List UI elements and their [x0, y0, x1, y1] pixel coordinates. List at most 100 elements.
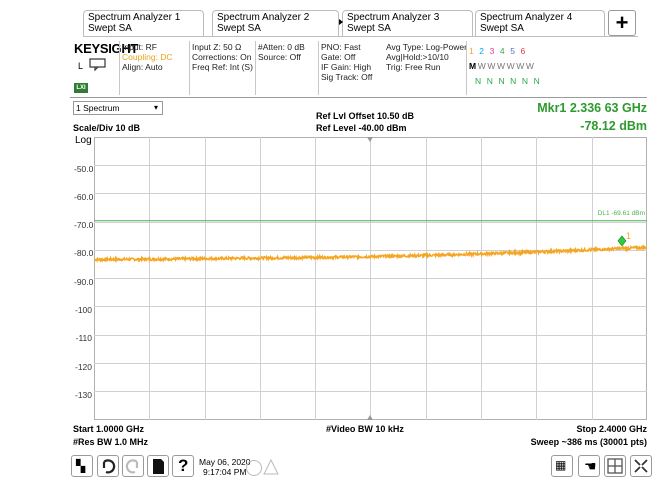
info-bar-divider [70, 97, 647, 98]
trace-detector: N [498, 76, 507, 86]
scale-div-label: Scale/Div 10 dB [73, 123, 141, 133]
windows-start-button[interactable]: ▚ [71, 455, 93, 477]
marker-frequency: Mkr1 2.336 63 GHz [537, 101, 647, 115]
input-settings[interactable]: Input: RF Coupling: DC Align: Auto [122, 42, 173, 94]
keypad-icon: ▦ [555, 458, 567, 472]
info-divider [189, 41, 190, 95]
local-indicator-icon: L [78, 61, 84, 71]
info-divider [318, 41, 319, 95]
trace-numbers-row: 1 2 3 4 5 6 [469, 44, 559, 59]
video-bw: #Video BW 10 kHz [326, 424, 404, 434]
marker-amplitude: -78.12 dBm [580, 119, 647, 133]
atten-setting: #Atten: 0 dB [258, 42, 305, 52]
sweep-settings[interactable]: PNO: Fast Gate: Off IF Gain: High Sig Tr… [321, 42, 372, 94]
trace-1-line [94, 243, 647, 263]
sig-track-setting: Sig Track: Off [321, 72, 373, 82]
input-setting: Input: RF [122, 42, 157, 52]
grid-line [260, 137, 261, 420]
tab-subtitle: Swept SA [347, 23, 391, 34]
freq-ref-setting: Freq Ref: Int (S) [192, 62, 253, 72]
source-setting: Source: Off [258, 52, 301, 62]
coupling-setting: Coupling: DC [122, 52, 173, 62]
avg-type-setting: Avg Type: Log-Power [386, 42, 467, 52]
redo-button[interactable] [122, 455, 144, 477]
fullscreen-icon [634, 459, 648, 473]
trigger-setting: Trig: Free Run [386, 62, 441, 72]
avg-settings[interactable]: Avg Type: Log-Power Avg|Hold:>10/10 Trig… [386, 42, 467, 94]
keypad-button[interactable]: ▦ [551, 455, 573, 477]
trace-number: 2 [479, 46, 486, 56]
trace-detector: N [510, 76, 518, 86]
active-tab-arrow-icon [339, 19, 343, 25]
circle-status-icon [246, 460, 262, 476]
trace-number: 6 [520, 46, 527, 56]
system-date: May 06, 2020 [199, 457, 251, 467]
ref-offset-label: Ref Lvl Offset 10.50 dB [316, 111, 415, 121]
remote-message-icon[interactable] [89, 58, 106, 72]
undo-button[interactable] [97, 455, 119, 477]
trace-detector: N [533, 76, 542, 86]
grid-line [149, 137, 150, 420]
system-time: 9:17:04 PM [203, 467, 247, 477]
atten-settings[interactable]: #Atten: 0 dB Source: Off [258, 42, 305, 94]
y-tick-label: -50.0 [74, 164, 94, 174]
grid-line [592, 137, 593, 420]
trace-number: 3 [489, 46, 496, 56]
stop-frequency: Stop 2.4000 GHz [576, 424, 647, 434]
tab-title: Spectrum Analyzer 3 [347, 12, 440, 23]
trace-number: 1 [469, 46, 476, 56]
y-tick-label: -120 [74, 362, 92, 372]
grid-line [481, 137, 482, 420]
file-button[interactable] [147, 455, 169, 477]
tab-title: Spectrum Analyzer 2 [217, 12, 310, 23]
tab-subtitle: Swept SA [217, 23, 261, 34]
tab-spectrum-analyzer-4[interactable]: Spectrum Analyzer 4 Swept SA [475, 10, 605, 36]
full-screen-button[interactable] [630, 455, 652, 477]
brand-logo: KEYSIGHT [74, 41, 139, 56]
start-frequency: Start 1.0000 GHz [73, 424, 145, 434]
touch-hand-icon: ☚ [584, 458, 597, 474]
marker-1-diamond[interactable] [617, 235, 627, 247]
tab-title: Spectrum Analyzer 1 [88, 12, 181, 23]
y-tick-label: -100 [74, 305, 92, 315]
y-tick-label: -80.0 [74, 248, 94, 258]
tab-spectrum-analyzer-1[interactable]: Spectrum Analyzer 1 Swept SA [83, 10, 204, 36]
bottom-center-tick-icon [367, 415, 373, 420]
res-bw: #Res BW 1.0 MHz [73, 437, 149, 447]
tab-spectrum-analyzer-2[interactable]: Spectrum Analyzer 2 Swept SA [212, 10, 339, 36]
info-divider [119, 41, 120, 95]
trace-indicator-panel[interactable]: 1 2 3 4 5 6 MWWWWWW N N N N N N [469, 44, 559, 89]
align-setting: Align: Auto [122, 62, 163, 72]
y-tick-label: -110 [75, 333, 92, 343]
trace-type: W [496, 61, 507, 71]
trace-detectors-row: N N N N N N [469, 74, 559, 89]
top-center-tick-icon [367, 137, 373, 142]
sweep-time: Sweep ~386 ms (30001 pts) [530, 437, 647, 447]
view-select[interactable]: 1 Spectrum ▾ [73, 101, 163, 115]
spectrum-trace-chart[interactable]: 1 [94, 137, 647, 420]
avg-hold-setting: Avg|Hold:>10/10 [386, 52, 449, 62]
correction-settings[interactable]: Input Z: 50 Ω Corrections: On Freq Ref: … [192, 42, 253, 94]
tab-title: Spectrum Analyzer 4 [480, 12, 573, 23]
window-layout-button[interactable] [604, 455, 626, 477]
trace-detector: N [486, 76, 495, 86]
log-scale-label: Log [75, 135, 92, 146]
y-tick-label: -70.0 [74, 220, 94, 230]
tab-spectrum-analyzer-3[interactable]: Spectrum Analyzer 3 Swept SA [342, 10, 473, 36]
view-select-value: 1 Spectrum [76, 103, 120, 113]
gate-setting: Gate: Off [321, 52, 356, 62]
grid-line [426, 137, 427, 420]
windows-icon: ▚ [76, 459, 86, 473]
corrections-setting: Corrections: On [192, 52, 252, 62]
touch-button[interactable]: ☚ [578, 455, 600, 477]
info-divider [466, 41, 467, 95]
y-tick-label: -130 [74, 390, 92, 400]
lxi-badge: LXI [74, 83, 88, 93]
help-icon: ? [178, 456, 189, 475]
add-tab-button[interactable]: + [608, 10, 636, 36]
trace-detector: N [475, 76, 483, 86]
y-tick-label: -60.0 [74, 192, 94, 202]
help-button[interactable]: ? [172, 455, 194, 477]
y-tick-label: -90.0 [74, 277, 94, 287]
display-line-label: DL1 -69.61 dBm [597, 210, 645, 217]
